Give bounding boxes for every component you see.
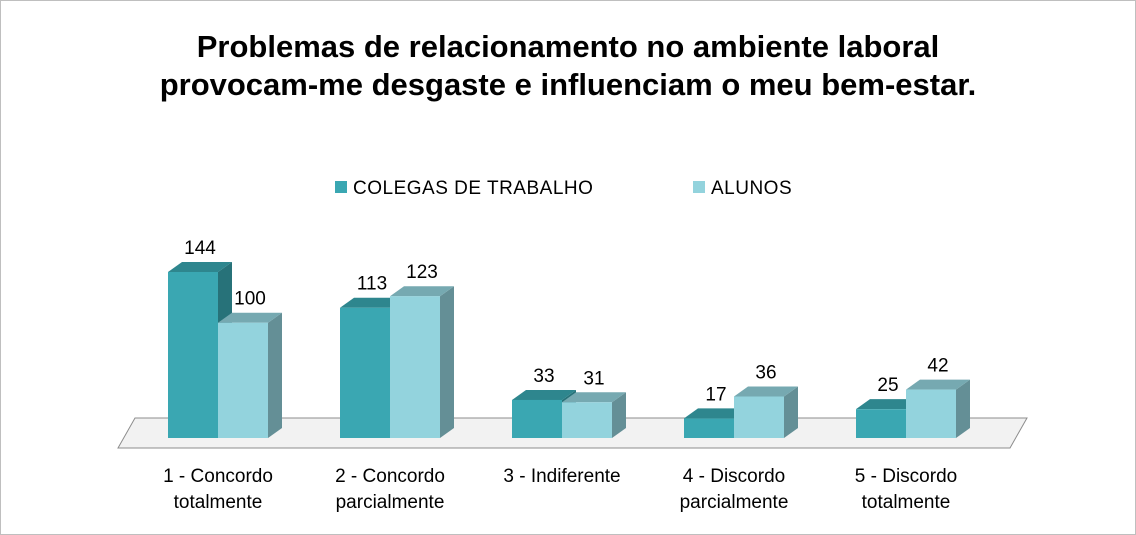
bar-top [218, 312, 282, 323]
value-label: 36 [755, 363, 776, 384]
bar-side [612, 392, 626, 438]
bar-top [562, 392, 626, 403]
bar-side [784, 386, 798, 438]
x-tick-label: 5 - Discordo totalmente [854, 466, 958, 513]
bar [734, 396, 784, 438]
bar [340, 307, 390, 438]
value-label: 42 [927, 356, 948, 377]
bar-top [906, 379, 970, 390]
bar-top [340, 297, 404, 308]
x-tick-label: 3 - Indiferente [503, 466, 621, 487]
bar-top [390, 286, 454, 297]
bar-side [956, 379, 970, 438]
bar-top [856, 399, 920, 410]
x-tick-label: 4 - Discordo parcialmente [679, 466, 789, 513]
value-label: 25 [877, 375, 898, 396]
bar [856, 409, 906, 438]
value-label: 100 [234, 289, 266, 310]
x-tick-label: 1 - Concordo totalmente [163, 466, 273, 513]
x-tick-label: 2 - Concordo parcialmente [335, 466, 445, 513]
bar-top [684, 408, 748, 419]
bar-side [440, 286, 454, 438]
value-label: 33 [533, 366, 554, 387]
bar [390, 296, 440, 438]
bar [906, 389, 956, 438]
value-label: 144 [184, 238, 216, 259]
bar-side [268, 312, 282, 438]
bar [218, 322, 268, 438]
bar-top [512, 389, 576, 400]
legend-label: COLEGAS DE TRABALHO [353, 178, 593, 199]
bar [562, 402, 612, 438]
legend-swatch [693, 181, 705, 193]
legend-label: ALUNOS [711, 178, 792, 199]
legend-swatch [335, 181, 347, 193]
bar [512, 399, 562, 438]
value-label: 113 [357, 274, 387, 295]
bar-top [734, 386, 798, 397]
value-label: 17 [705, 384, 726, 405]
bar-top [168, 262, 232, 272]
value-label: 123 [406, 262, 438, 283]
bar [684, 418, 734, 438]
value-label: 31 [583, 368, 604, 389]
bar [168, 272, 218, 438]
chart-title: Problemas de relacionamento no ambiente … [159, 29, 977, 102]
